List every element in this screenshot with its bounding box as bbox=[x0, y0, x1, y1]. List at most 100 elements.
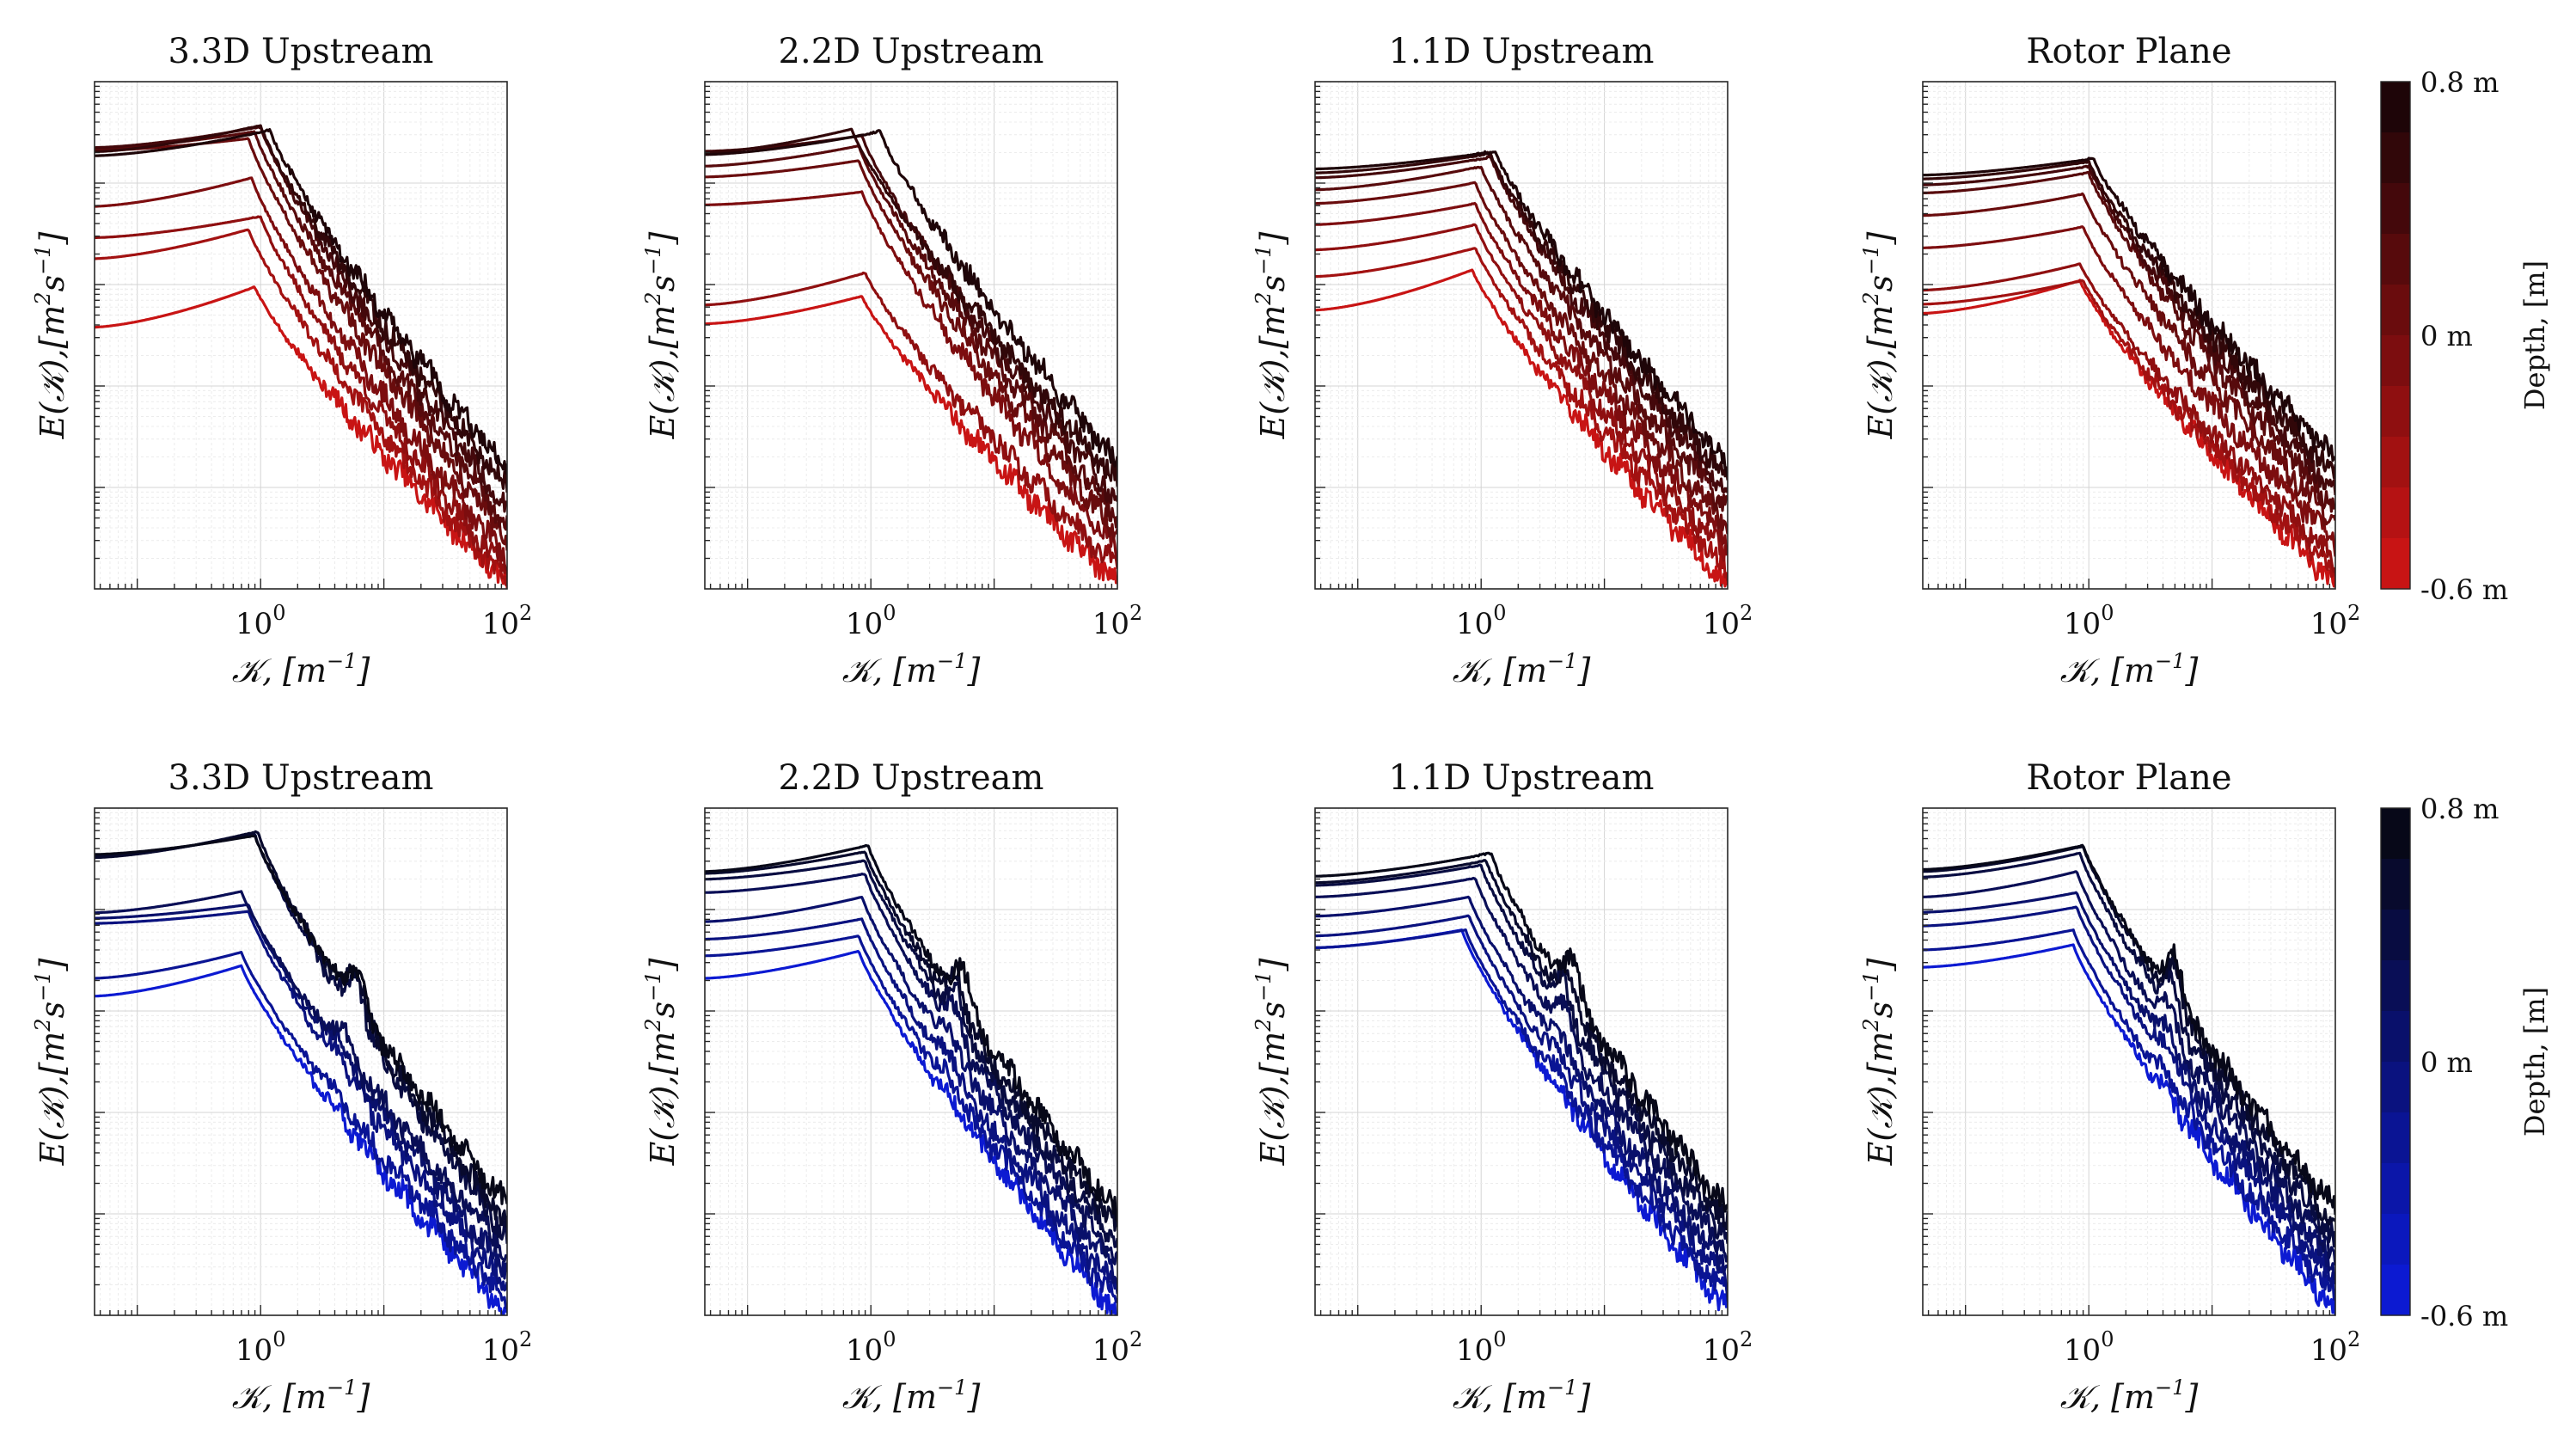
x-tick-label: 100 bbox=[846, 1327, 896, 1368]
panel-title: 1.1D Upstream bbox=[1389, 758, 1655, 798]
colorbar-tick-label: -0.6 m bbox=[2420, 1300, 2508, 1333]
series-line--0p6m bbox=[1923, 279, 2335, 588]
y-axis-label: E(𝒦),[m2s−1] bbox=[641, 959, 682, 1167]
axis-ticks bbox=[1315, 85, 1723, 589]
colorbar-swatch bbox=[2381, 234, 2410, 285]
colorbar-swatch bbox=[2381, 808, 2410, 860]
panel-title: 3.3D Upstream bbox=[168, 32, 434, 71]
y-axis-label: E(𝒦),[m2s−1] bbox=[1859, 959, 1900, 1167]
axis-ticks bbox=[705, 85, 1113, 589]
x-axis-label: 𝒦, [m−1] bbox=[1453, 649, 1591, 689]
series-group bbox=[95, 124, 507, 589]
series-line--0p13m bbox=[705, 271, 1117, 569]
panel-row1-col1: 100 102 3.3D Upstream 𝒦, [m−1] E(𝒦),[m2s−1] bbox=[31, 32, 532, 689]
x-tick-label: 100 bbox=[236, 601, 286, 641]
x-tick-label: 100 bbox=[236, 1327, 286, 1368]
series-line-0p18m bbox=[705, 896, 1117, 1285]
series-line-0p64m bbox=[705, 127, 1117, 487]
y-axis-label: E(𝒦),[m2s−1] bbox=[1251, 232, 1292, 440]
series-group bbox=[1923, 156, 2335, 588]
series-line-0p33m bbox=[95, 130, 507, 531]
panel-row1-col2: 100 102 2.2D Upstream 𝒦, [m−1] E(𝒦),[m2s−1] bbox=[641, 32, 1142, 689]
colorbar-red-row: 0.8 m 0 m -0.6 m Depth, [m] bbox=[2380, 66, 2551, 606]
panel-row2-col1: 100 102 3.3D Upstream 𝒦, [m−1] E(𝒦),[m2s−1] bbox=[31, 758, 532, 1416]
axes-box bbox=[704, 81, 1118, 590]
colorbar-swatch bbox=[2381, 487, 2410, 539]
x-tick-label: 100 bbox=[2064, 1327, 2114, 1368]
colorbar-swatch bbox=[2381, 1011, 2410, 1063]
colorbar-tick-label: 0.8 m bbox=[2420, 793, 2499, 825]
series-line-0p18m bbox=[1923, 192, 2335, 527]
series-group bbox=[95, 830, 507, 1315]
x-axis-label: 𝒦, [m−1] bbox=[1453, 1375, 1591, 1416]
axis-ticks bbox=[705, 812, 1113, 1315]
series-group bbox=[1315, 150, 1728, 588]
series-line-0p49m bbox=[1315, 863, 1728, 1244]
x-tick-label: 100 bbox=[2064, 601, 2114, 641]
colorbar-swatch bbox=[2381, 1112, 2410, 1164]
series-line-0p49m bbox=[1923, 164, 2335, 496]
series-group bbox=[1315, 851, 1728, 1312]
series-line-0p49m bbox=[1923, 851, 2335, 1248]
series-line-0p8m bbox=[705, 129, 1117, 468]
axis-ticks bbox=[95, 85, 503, 589]
series-group bbox=[705, 127, 1117, 585]
x-tick-label: 102 bbox=[1092, 1327, 1143, 1368]
panel-row2-col4: 100 102 Rotor Plane 𝒦, [m−1] E(𝒦),[m2s−1] bbox=[1859, 758, 2360, 1416]
x-axis-label: 𝒦, [m−1] bbox=[2060, 649, 2199, 689]
colorbar-tick-label: 0 m bbox=[2420, 320, 2473, 352]
series-line-0p02m bbox=[1315, 914, 1728, 1297]
series-line-0p8m bbox=[1923, 156, 2335, 463]
axes-box bbox=[1922, 81, 2336, 590]
series-line--0p13m bbox=[1923, 928, 2335, 1301]
series-line-0p8m bbox=[1315, 150, 1728, 477]
series-line-0p33m bbox=[705, 873, 1117, 1265]
colorbar-tick-label: 0.8 m bbox=[2420, 66, 2499, 99]
x-tick-label: 100 bbox=[1456, 601, 1507, 641]
x-tick-label: 102 bbox=[1703, 1327, 1753, 1368]
x-tick-label: 102 bbox=[1703, 601, 1753, 641]
colorbar-swatch bbox=[2381, 960, 2410, 1012]
series-line--0p13m bbox=[95, 215, 507, 576]
axis-ticks bbox=[1923, 85, 2331, 589]
x-tick-label: 102 bbox=[2310, 1327, 2361, 1368]
series-line--0p13m bbox=[1923, 262, 2335, 573]
y-axis-label: E(𝒦),[m2s−1] bbox=[1859, 232, 1900, 440]
x-tick-label: 102 bbox=[482, 1327, 533, 1368]
series-line-0p18m bbox=[1315, 181, 1728, 535]
grid bbox=[1923, 808, 2335, 1315]
series-line-0p18m bbox=[95, 137, 507, 551]
colorbar-swatch bbox=[2381, 1062, 2410, 1113]
series-line-0p8m bbox=[95, 834, 507, 1205]
series-line-0p8m bbox=[1315, 851, 1728, 1213]
colorbar-swatch bbox=[2381, 82, 2410, 133]
axes-box bbox=[94, 807, 508, 1316]
series-line-0p02m bbox=[1315, 201, 1728, 554]
colorbars-layer: 0.8 m 0 m -0.6 m Depth, [m] 0.8 m 0 m -0.6 m De… bbox=[2380, 66, 2551, 1333]
series-line-0p8m bbox=[705, 843, 1117, 1222]
y-axis-label: E(𝒦),[m2s−1] bbox=[1251, 959, 1292, 1167]
x-axis-label: 𝒦, [m−1] bbox=[2060, 1375, 2199, 1416]
colorbar-label: Depth, [m] bbox=[2518, 260, 2551, 410]
colorbar-frame bbox=[2380, 81, 2411, 590]
series-line--0p13m bbox=[1315, 928, 1728, 1302]
axes-box bbox=[1314, 81, 1729, 590]
series-line-0p33m bbox=[95, 890, 507, 1263]
panel-title: 3.3D Upstream bbox=[168, 758, 434, 798]
colorbar-swatch bbox=[2381, 335, 2410, 387]
axis-ticks bbox=[1315, 812, 1723, 1315]
y-axis-label: E(𝒦),[m2s−1] bbox=[31, 959, 71, 1167]
series-line--0p6m bbox=[705, 949, 1117, 1315]
colorbar-frame bbox=[2380, 807, 2411, 1316]
x-tick-label: 102 bbox=[1092, 601, 1143, 641]
colorbar-swatch bbox=[2381, 1214, 2410, 1265]
x-axis-label: 𝒦, [m−1] bbox=[842, 649, 981, 689]
panel-title: 2.2D Upstream bbox=[779, 32, 1044, 71]
colorbar-tick-label: 0 m bbox=[2420, 1046, 2473, 1079]
series-line-0p49m bbox=[705, 859, 1117, 1248]
series-line-0p02m bbox=[1923, 225, 2335, 557]
x-axis-label: 𝒦, [m−1] bbox=[842, 1375, 981, 1416]
panel-title: 1.1D Upstream bbox=[1389, 32, 1655, 71]
x-tick-label: 100 bbox=[846, 601, 896, 641]
series-line-0p64m bbox=[1315, 150, 1728, 481]
